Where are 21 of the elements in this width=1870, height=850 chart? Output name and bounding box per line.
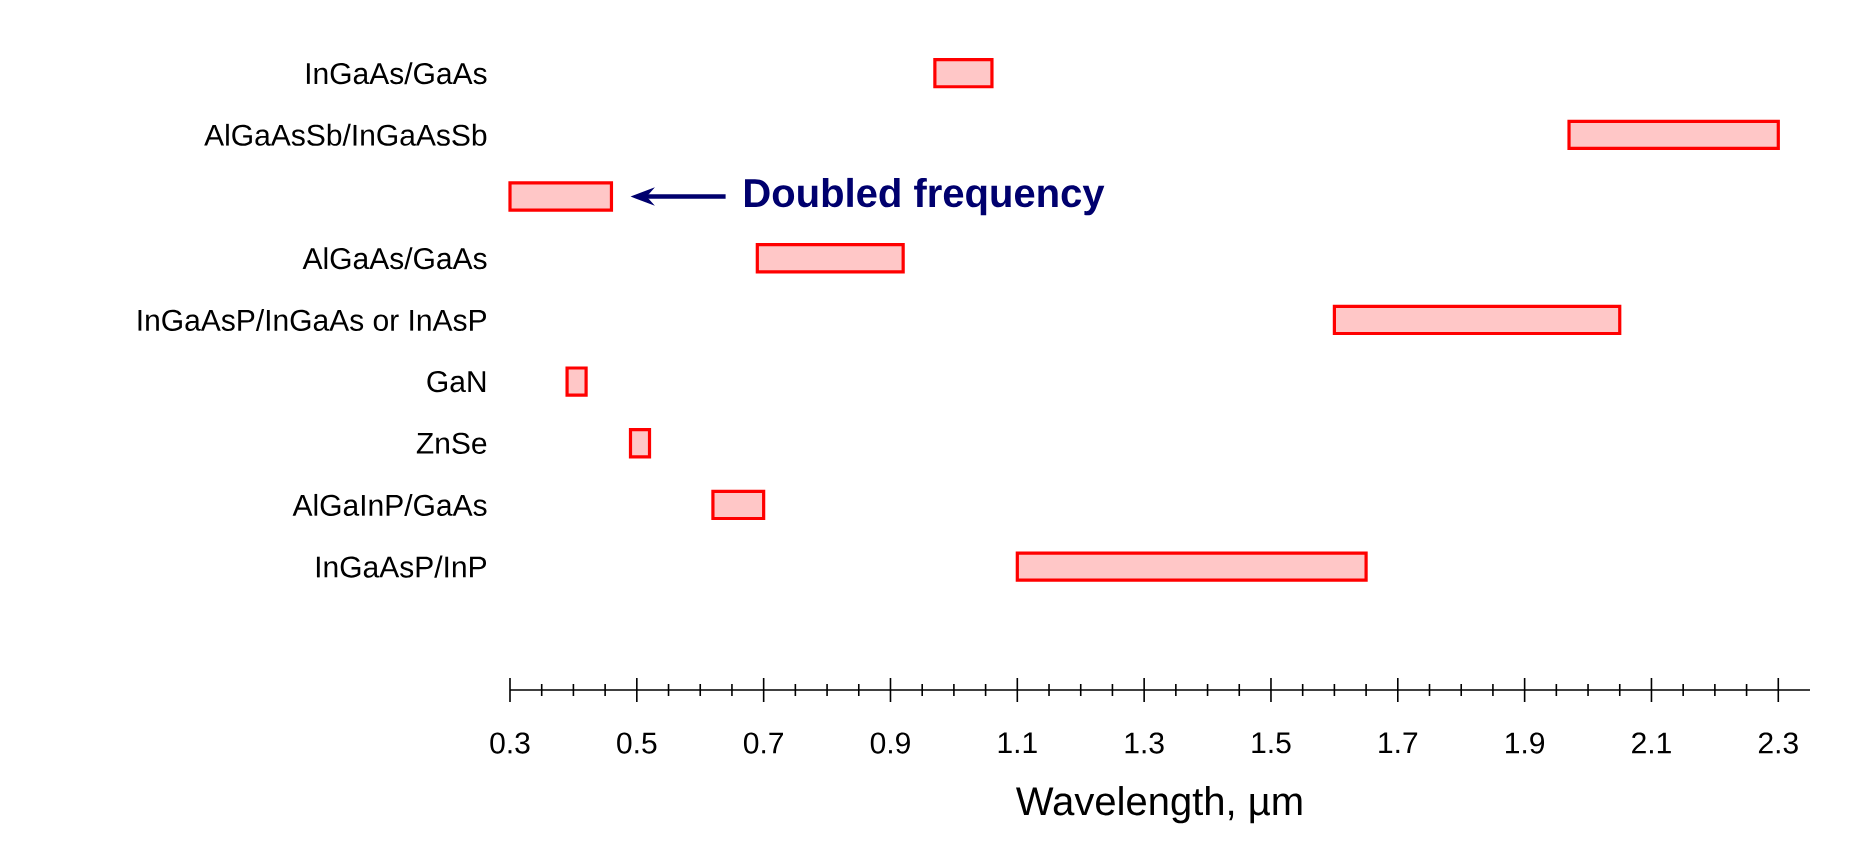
x-tick-label: 0.3: [490, 732, 530, 754]
y-tick-label: AlGaInP/GaAs: [292, 493, 487, 516]
y-tick-label: InGaAs/GaAs: [306, 62, 487, 85]
x-tick-label: 0.5: [617, 732, 657, 754]
y-tick-label: GaN: [427, 370, 486, 393]
y-tick-label: InGaAsP/InP: [316, 555, 487, 578]
x-tick-label: 2.1: [1632, 732, 1671, 754]
x-tick-label: 0.7: [743, 732, 784, 754]
x-tick-label: 1.9: [1506, 732, 1545, 754]
x-tick-label: 1.3: [1125, 732, 1164, 754]
y-tick-label: AlGaAsSb/InGaAsSb: [204, 123, 487, 146]
x-tick-label: 0.9: [870, 732, 910, 754]
y-tick-label: InGaAsP/InGaAs or InAsP: [138, 308, 486, 331]
x-tick-label: 1.5: [1252, 732, 1291, 754]
x-tick-label: 1.1: [998, 732, 1037, 754]
x-tick-label: 1.7: [1379, 732, 1418, 754]
y-tick-label: ZnSe: [416, 432, 487, 454]
x-tick-label: 2.3: [1758, 732, 1798, 754]
x-axis-title: Wavelength, µm: [1016, 786, 1302, 824]
y-tick-label: AlGaAs/GaAs: [302, 247, 487, 270]
annotation: Doubled frequency: [745, 177, 1105, 216]
